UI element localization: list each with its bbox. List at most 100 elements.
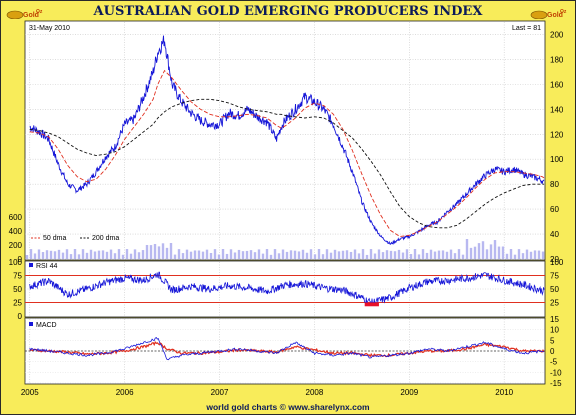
- volume-tick-label: 0: [18, 255, 23, 264]
- volume-bar: [221, 249, 225, 259]
- volume-bar: [165, 247, 169, 259]
- rsi-tick-left: 100: [9, 258, 23, 267]
- volume-bar: [229, 249, 233, 259]
- volume-bar: [97, 250, 101, 259]
- volume-bar: [41, 252, 45, 259]
- volume-bar: [473, 246, 477, 259]
- volume-bar: [481, 241, 485, 259]
- volume-bar: [289, 250, 293, 259]
- price-line: [29, 35, 545, 246]
- volume-bar: [337, 251, 341, 259]
- rsi-tick-left: 50: [13, 285, 22, 294]
- x-tick-label: 2007: [211, 388, 229, 397]
- legend-200dma: 200 dma: [92, 235, 119, 242]
- volume-bar: [437, 250, 441, 259]
- svg-text:Oz: Oz: [560, 9, 567, 15]
- volume-bar: [501, 246, 505, 259]
- price-tick-label: 20: [550, 255, 559, 264]
- volume-bar: [389, 250, 393, 259]
- volume-bar: [185, 249, 189, 259]
- volume-bar: [485, 249, 489, 259]
- svg-text:Gold: Gold: [23, 12, 39, 19]
- volume-bar: [465, 239, 469, 259]
- ma50-line: [29, 69, 545, 237]
- macd-tick-label: 0: [550, 347, 555, 356]
- volume-bar: [101, 250, 105, 259]
- volume-bar: [169, 243, 173, 259]
- volume-bar: [121, 254, 125, 259]
- volume-bar: [189, 251, 193, 259]
- volume-bar: [477, 243, 481, 259]
- macd-marker: [29, 322, 33, 326]
- volume-bar: [373, 253, 377, 259]
- volume-bar: [293, 250, 297, 259]
- volume-bar: [349, 251, 353, 259]
- volume-bar: [129, 253, 133, 259]
- volume-bar: [333, 249, 337, 259]
- volume-bar: [137, 252, 141, 259]
- volume-bar: [433, 251, 437, 259]
- rsi-tick-left: 25: [13, 299, 22, 308]
- volume-bar: [181, 253, 185, 259]
- macd-signal-line: [29, 340, 545, 358]
- volume-bar: [525, 249, 529, 259]
- macd-title: MACD: [36, 322, 57, 329]
- volume-bar: [509, 249, 513, 259]
- rsi-oversold-fill: [364, 302, 379, 307]
- volume-bar: [249, 250, 253, 259]
- rsi-title: RSI 44: [36, 263, 58, 270]
- volume-bar: [365, 254, 369, 259]
- volume-bar: [33, 253, 37, 259]
- volume-bar: [77, 254, 81, 259]
- rsi-line: [29, 271, 545, 306]
- volume-bar: [113, 253, 117, 259]
- volume-bar: [505, 253, 509, 259]
- volume-bar: [29, 249, 33, 259]
- axis-labels: 2005 2006 2007 2008 2009 20102040608010012014…: [9, 30, 564, 397]
- volume-bar: [453, 253, 457, 259]
- volume-bar: [177, 249, 181, 259]
- volume-bar: [329, 252, 333, 259]
- volume-bar: [393, 251, 397, 259]
- volume-bars: [25, 239, 545, 259]
- x-tick-label: 2009: [400, 388, 418, 397]
- volume-bar: [125, 249, 129, 259]
- svg-text:Gold: Gold: [547, 12, 563, 19]
- price-tick-label: 60: [550, 205, 559, 214]
- volume-bar: [281, 249, 285, 259]
- footer-credit: world gold charts © www.sharelynx.com: [205, 402, 370, 412]
- volume-bar: [73, 249, 77, 259]
- volume-bar: [461, 254, 465, 259]
- volume-bar: [385, 250, 389, 259]
- x-tick-label: 2008: [306, 388, 324, 397]
- volume-bar: [245, 250, 249, 259]
- volume-bar: [413, 249, 417, 259]
- rsi-tick-left: 0: [18, 312, 23, 321]
- price-tick-label: 80: [550, 180, 559, 189]
- svg-text:Oz: Oz: [36, 9, 43, 15]
- volume-bar: [209, 253, 213, 259]
- volume-bar: [537, 250, 541, 259]
- rsi-tick-left: 75: [13, 272, 22, 281]
- price-tick-label: 100: [550, 155, 564, 164]
- volume-bar: [273, 249, 277, 259]
- rsi-tick-right: 100: [550, 258, 564, 267]
- rsi-tick-right: 50: [550, 285, 559, 294]
- volume-bar: [117, 249, 121, 259]
- rsi-marker: [29, 263, 33, 267]
- volume-bar: [397, 249, 401, 259]
- price-tick-label: 160: [550, 80, 564, 89]
- volume-bar: [381, 252, 385, 259]
- volume-bar: [441, 250, 445, 259]
- volume-bar: [265, 249, 269, 259]
- chart-title: AUSTRALIAN GOLD EMERGING PRODUCERS INDEX: [93, 4, 484, 19]
- price-series: [29, 35, 545, 246]
- volume-bar: [417, 254, 421, 259]
- volume-bar: [61, 252, 65, 259]
- volume-bar: [269, 254, 273, 259]
- volume-bar: [277, 253, 281, 259]
- volume-bar: [213, 249, 217, 259]
- last-value-label: Last = 81: [512, 25, 541, 32]
- volume-bar: [449, 249, 453, 259]
- macd-tick-label: -5: [550, 358, 558, 367]
